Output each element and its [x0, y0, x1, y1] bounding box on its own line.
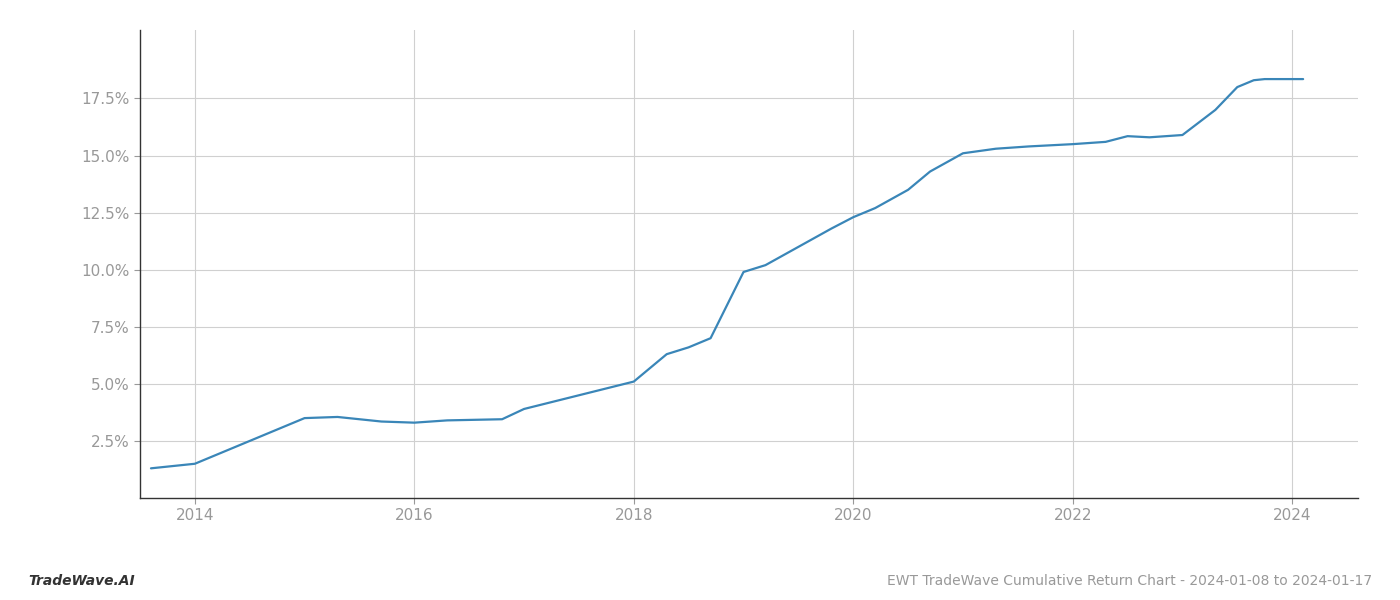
- Text: EWT TradeWave Cumulative Return Chart - 2024-01-08 to 2024-01-17: EWT TradeWave Cumulative Return Chart - …: [886, 574, 1372, 588]
- Text: TradeWave.AI: TradeWave.AI: [28, 574, 134, 588]
